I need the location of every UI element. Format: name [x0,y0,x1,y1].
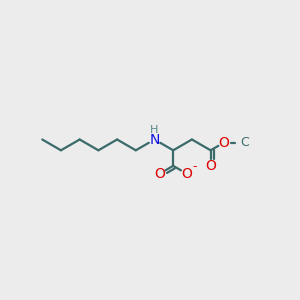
Text: C: C [240,136,249,149]
Text: N: N [149,133,160,146]
Text: -: - [193,160,197,173]
Text: O: O [205,159,216,173]
Text: O: O [154,167,165,181]
Text: O: O [219,136,230,149]
Text: O: O [181,167,192,181]
Text: H: H [150,125,159,135]
